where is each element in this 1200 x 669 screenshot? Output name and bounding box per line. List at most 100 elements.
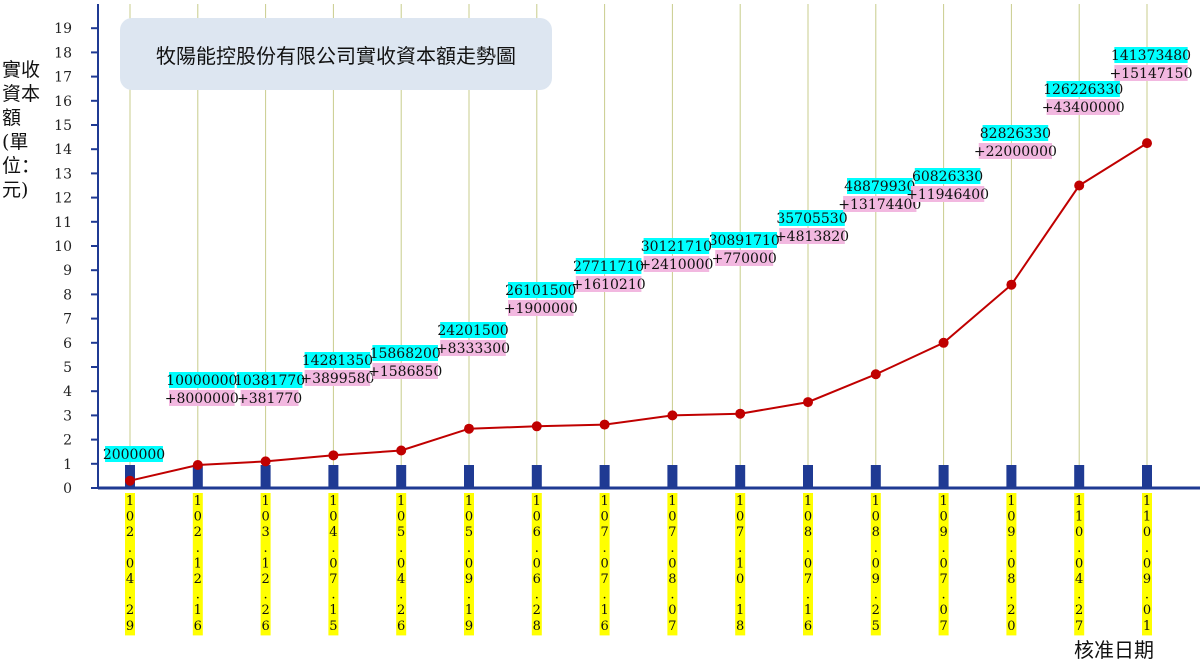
capital-label-bg: [169, 372, 235, 388]
change-label-bg: [1046, 99, 1120, 115]
change-label: +1586850: [368, 364, 442, 380]
change-label: +43400000: [1042, 100, 1125, 116]
data-point: [599, 419, 610, 430]
change-label: +8333300: [436, 341, 510, 357]
capital-label: 14281350: [302, 353, 373, 369]
capital-label-bg: [982, 125, 1049, 141]
change-label: +8000000: [165, 391, 239, 407]
capital-label-bg: [779, 210, 845, 226]
y-tick-label: 17: [54, 70, 72, 86]
y-tick-label: 9: [63, 263, 72, 279]
change-label-bg: [1114, 65, 1188, 81]
category-marker-bar: [803, 465, 813, 488]
y-tick-label: 3: [63, 408, 72, 424]
date-label-bg: [803, 493, 813, 636]
capital-label-bg: [440, 322, 506, 338]
capital-label: 60826330: [912, 169, 983, 185]
y-tick-label: 5: [63, 360, 72, 376]
category-marker-bar: [1006, 465, 1017, 488]
date-label-bg: [464, 493, 474, 636]
capital-label-bg: [847, 178, 913, 194]
data-labels: 2000000 10000000 +8000000 10381770 +381770 14…: [103, 47, 1193, 463]
y-tick-label: 19: [54, 21, 72, 37]
date-label-bg: [1142, 493, 1152, 636]
change-label: +4813820: [775, 229, 849, 245]
category-marker-bar: [192, 465, 203, 488]
data-point: [1006, 279, 1017, 290]
y-tick-label: 15: [54, 118, 72, 134]
data-point: [1142, 138, 1152, 149]
capital-label: 141373480: [1111, 48, 1191, 64]
date-label-bg: [938, 493, 949, 636]
data-point: [1074, 180, 1085, 191]
data-point: [125, 475, 135, 486]
category-marker-bar: [667, 465, 678, 488]
data-points: [125, 138, 1152, 486]
change-label: +22000000: [974, 144, 1057, 160]
category-marker-bar: [1074, 465, 1085, 488]
chart-title: 牧陽能控股份有限公司實收資本額走勢圖: [120, 18, 552, 90]
data-point: [938, 337, 949, 348]
data-point: [870, 369, 881, 380]
data-point: [260, 456, 271, 467]
category-marker-bar: [870, 465, 881, 488]
data-point: [803, 397, 813, 408]
date-label-bg: [667, 493, 678, 636]
capital-label: 126226330: [1043, 82, 1123, 98]
y-tick-label: 13: [54, 166, 72, 182]
capital-label: 24201500: [437, 323, 508, 339]
capital-label-bg: [105, 446, 163, 462]
category-marker-bar: [938, 465, 949, 488]
change-label-bg: [779, 228, 845, 244]
change-label-bg: [240, 390, 299, 406]
change-label-bg: [508, 300, 574, 316]
category-marker-bar: [328, 465, 339, 488]
date-label-bg: [260, 493, 271, 636]
change-label: +11946400: [906, 187, 989, 203]
change-label-bg: [440, 340, 506, 356]
capital-label-bg: [372, 345, 438, 361]
date-label-bg: [396, 493, 407, 636]
data-point: [328, 450, 339, 461]
data-point: [192, 460, 203, 471]
category-marker-bar: [1142, 465, 1152, 488]
change-label: +3899580: [300, 371, 374, 387]
date-label-bg: [735, 493, 746, 636]
change-label: +770000: [712, 251, 777, 267]
capital-label: 48879930: [844, 179, 915, 195]
date-label-bg: [870, 493, 881, 636]
y-tick-label: 11: [54, 215, 72, 231]
capital-label: 82826330: [980, 126, 1051, 142]
change-label: +15147150: [1110, 66, 1193, 82]
x-axis-label: 核准日期: [1074, 638, 1154, 662]
category-marker-bar: [531, 465, 542, 488]
category-marker-bar: [260, 465, 271, 488]
series-line-path: [129, 142, 1148, 482]
change-label-bg: [910, 186, 985, 202]
y-axis-label: 實收資本額(單位：元): [2, 59, 41, 201]
y-tick-label: 2: [63, 433, 72, 449]
x-tick-labels: 1 0 2. 0 4. 2 9 1 0 2. 1 2. 1 6 1 0 3. 1 2. 2 6 1 0 4. 0 7. 1 5 1 0 5.…: [125, 493, 1152, 636]
capital-label: 26101500: [505, 283, 576, 299]
capital-label-bg: [1114, 47, 1188, 63]
change-label-bg: [978, 143, 1053, 159]
capital-label-bg: [575, 258, 642, 274]
capital-label: 35705530: [776, 211, 847, 227]
date-label-bg: [1006, 493, 1017, 636]
capital-label-bg: [1046, 81, 1120, 97]
